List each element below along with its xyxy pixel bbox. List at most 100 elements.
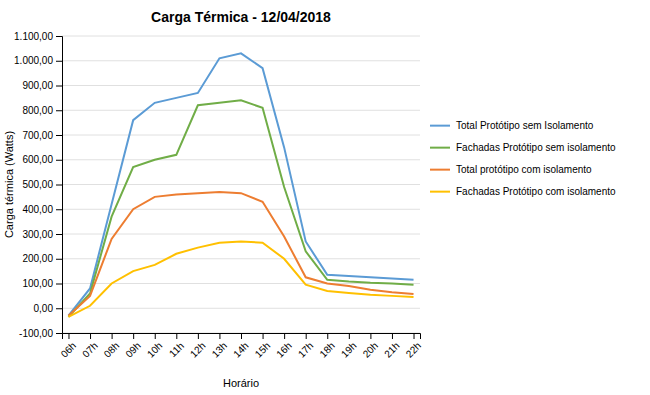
y-tick: 900,00 — [22, 80, 62, 91]
y-tick-mark — [56, 160, 62, 161]
y-tick-mark — [56, 61, 62, 62]
chart: -100,00 0,00 100,00 200,00 300,00 400,00 500,0… — [0, 0, 650, 395]
x-tick: 16h — [274, 333, 294, 360]
y-tick-mark — [56, 135, 62, 136]
y-tick: 0,00 — [34, 303, 62, 314]
x-tick: 13h — [210, 333, 230, 360]
y-tick-mark — [56, 36, 62, 37]
y-tick-mark — [56, 333, 62, 334]
y-tick-mark — [56, 86, 62, 87]
y-tick-label: 500,00 — [22, 179, 53, 190]
legend-swatch — [430, 169, 450, 171]
lines — [68, 53, 413, 317]
x-tick-mark — [219, 333, 220, 339]
y-tick-mark — [56, 209, 62, 210]
x-tick-mark — [155, 333, 156, 339]
x-tick-label: 14h — [231, 340, 251, 360]
y-tick-label: 800,00 — [22, 105, 53, 116]
series-line — [68, 53, 413, 315]
grid-line — [62, 159, 420, 160]
y-tick-mark — [56, 234, 62, 235]
x-tick-label: 19h — [339, 340, 359, 360]
legend-swatch — [430, 125, 450, 127]
y-tick-mark — [56, 284, 62, 285]
y-tick: 700,00 — [22, 130, 62, 141]
x-tick-label: 07h — [80, 340, 100, 360]
x-tick-label: 15h — [253, 340, 273, 360]
x-tick-label: 11h — [167, 340, 186, 359]
title: Carga Térmica - 12/04/2018 — [151, 9, 331, 25]
x-tick: 20h — [361, 333, 381, 360]
x-axis-label: Horário — [223, 377, 259, 389]
legend: Total Protótipo sem IsolamentoFachadas P… — [430, 120, 616, 197]
x-tick-label: 22h — [404, 340, 424, 360]
x-tick-label: 12h — [188, 340, 208, 360]
y-tick: 600,00 — [22, 154, 62, 165]
x-tick-mark — [112, 333, 113, 339]
y-tick-label: 900,00 — [22, 80, 53, 91]
x-tick-label: 10h — [145, 340, 165, 360]
x-tick: 11h — [167, 333, 186, 359]
x-tick: 09h — [123, 333, 143, 360]
x-tick-label: 17h — [296, 340, 316, 360]
legend-swatch — [430, 147, 450, 149]
y-tick: -100,00 — [19, 328, 62, 339]
grid-line — [62, 135, 420, 136]
y-tick-mark — [56, 185, 62, 186]
y-tick-label: -100,00 — [19, 328, 53, 339]
y-axis: -100,00 0,00 100,00 200,00 300,00 400,00 500,0… — [14, 31, 62, 339]
x-tick: 18h — [317, 333, 337, 360]
series-line — [68, 100, 413, 317]
x-tick-mark — [370, 333, 371, 339]
y-tick-label: 0,00 — [34, 303, 54, 314]
x-tick-label: 06h — [59, 340, 79, 360]
x-tick: 10h — [145, 333, 165, 360]
legend-item: Total protótipo com isolamento — [430, 164, 592, 175]
y-tick-label: 300,00 — [22, 229, 53, 240]
y-tick: 1.000,00 — [14, 55, 62, 66]
series-line — [68, 241, 413, 316]
y-axis-label: Carga térmica (Watts) — [3, 131, 15, 238]
legend-label: Total protótipo com isolamento — [456, 164, 592, 175]
x-tick: 06h — [59, 333, 79, 360]
x-tick: 12h — [188, 333, 208, 360]
x-axis: 06h07h08h09h10h11h12h13h14h15h16h17h18h1… — [59, 333, 424, 360]
y-tick: 200,00 — [22, 253, 62, 264]
x-tick-label: 20h — [361, 340, 381, 360]
y-tick-mark — [56, 308, 62, 309]
legend-swatch — [430, 191, 450, 193]
grid — [62, 36, 420, 333]
x-tick-label: 21h — [382, 340, 402, 360]
x-tick-mark — [68, 333, 69, 339]
grid-line — [62, 60, 420, 61]
y-tick-label: 100,00 — [22, 278, 53, 289]
x-tick: 21h — [382, 333, 402, 360]
x-tick-label: 08h — [102, 340, 122, 360]
y-tick: 100,00 — [22, 278, 62, 289]
x-tick-mark — [414, 333, 415, 339]
legend-item: Fachadas Protótipo sem isolamento — [430, 142, 616, 153]
x-tick-label: 16h — [274, 340, 294, 360]
y-tick-label: 1.100,00 — [14, 31, 53, 42]
y-tick-label: 400,00 — [22, 204, 53, 215]
x-tick-mark — [198, 333, 199, 339]
x-tick-mark — [90, 333, 91, 339]
x-tick-mark — [327, 333, 328, 339]
x-tick-mark — [392, 333, 393, 339]
y-tick: 500,00 — [22, 179, 62, 190]
x-tick-label: 09h — [123, 340, 143, 360]
grid-line — [62, 308, 420, 309]
x-tick: 17h — [296, 333, 316, 360]
y-tick: 1.100,00 — [14, 31, 62, 42]
plot-area: -100,00 0,00 100,00 200,00 300,00 400,00 500,0… — [14, 31, 423, 360]
x-tick: 14h — [231, 333, 251, 360]
y-tick-label: 600,00 — [22, 154, 53, 165]
legend-label: Fachadas Protótipo sem isolamento — [456, 142, 616, 153]
x-tick: 07h — [80, 333, 100, 360]
x-tick: 19h — [339, 333, 359, 360]
x-tick-mark — [176, 333, 177, 339]
legend-label: Fachadas Protótipo com isolamento — [456, 186, 616, 197]
grid-line — [62, 110, 420, 111]
y-tick-label: 200,00 — [22, 253, 53, 264]
y-tick-label: 700,00 — [22, 130, 53, 141]
